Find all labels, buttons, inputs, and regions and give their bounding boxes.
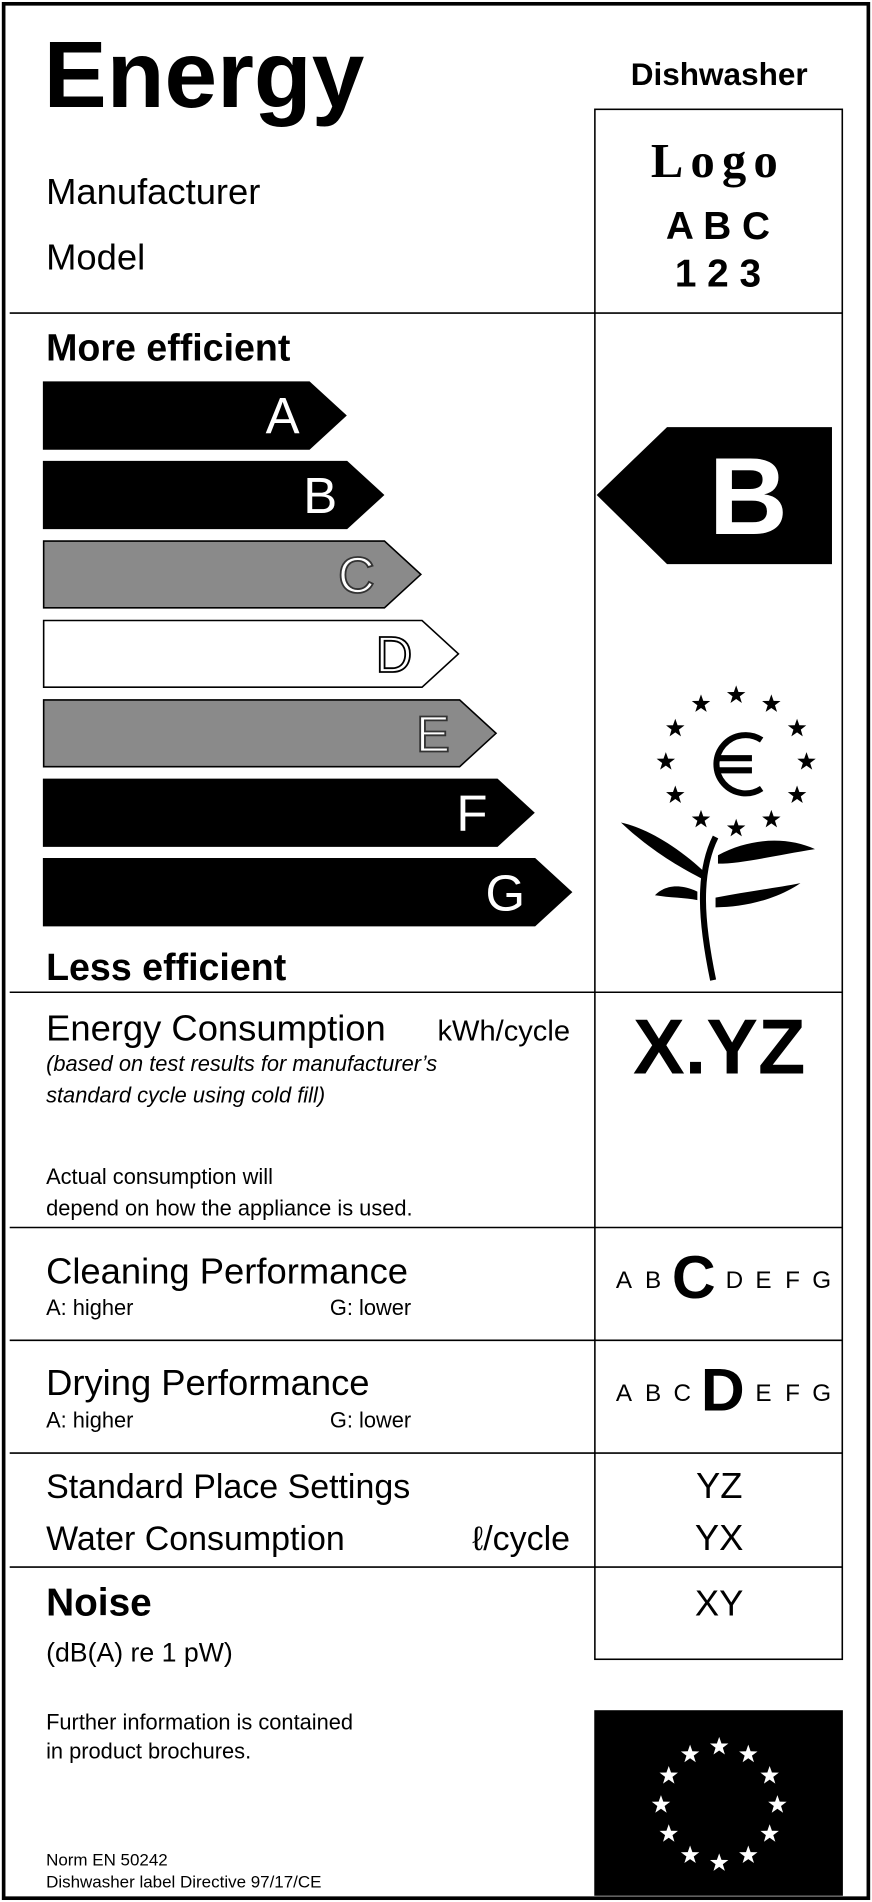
cleaning-scale-letter: E — [755, 1267, 771, 1294]
drying-scale-letter: B — [645, 1380, 661, 1407]
footer-info: Further information is contained — [46, 1710, 353, 1735]
noise-label: Noise — [46, 1582, 152, 1625]
place-settings-value: YZ — [696, 1465, 742, 1506]
logo: Logo — [651, 135, 785, 188]
drying-low: G: lower — [330, 1408, 411, 1433]
water-value: YX — [695, 1517, 744, 1558]
energy-label-text: Energy Consumption — [46, 1008, 386, 1049]
energy-label: Energy Dishwasher Manufacturer Model Log… — [0, 0, 872, 1902]
energy-value: X.YZ — [633, 1004, 806, 1090]
logo-letters: A B C — [666, 205, 770, 248]
water-label: Water Consumption — [46, 1520, 345, 1558]
energy-remark: Actual consumption will — [46, 1164, 273, 1189]
energy-remark: depend on how the appliance is used. — [46, 1195, 413, 1220]
place-settings-label: Standard Place Settings — [46, 1468, 410, 1506]
drying-label: Drying Performance — [46, 1362, 369, 1403]
drying-scale-letter: D — [701, 1356, 745, 1424]
drying-scale-letter: G — [812, 1380, 831, 1407]
efficiency-class: G — [486, 864, 526, 921]
more-efficient: More efficient — [46, 326, 291, 368]
drying-scale-letter: C — [673, 1380, 691, 1407]
efficiency-class: E — [416, 705, 450, 762]
efficiency-arrow — [44, 382, 346, 449]
rating-letter: B — [709, 436, 788, 558]
efficiency-class: D — [376, 626, 413, 683]
directive: Dishwasher label Directive 97/17/CE — [46, 1872, 321, 1891]
drying-scale-letter: E — [755, 1380, 771, 1407]
appliance: Dishwasher — [631, 56, 808, 92]
cleaning-scale-letter: B — [645, 1267, 661, 1294]
model: Model — [46, 236, 145, 277]
energy-note: standard cycle using cold fill) — [46, 1083, 325, 1108]
cleaning-scale-letter: D — [726, 1267, 744, 1294]
efficiency-class: A — [266, 388, 300, 445]
cleaning-high: A: higher — [46, 1295, 133, 1320]
drying-scale-letter: F — [785, 1380, 800, 1407]
drying-scale-letter: A — [616, 1380, 633, 1407]
efficiency-class: F — [456, 785, 487, 842]
cleaning-scale-letter: A — [616, 1267, 633, 1294]
cleaning-scale-letter: F — [785, 1267, 800, 1294]
manufacturer: Manufacturer — [46, 171, 260, 212]
energy-note: (based on test results for manufacturer’… — [46, 1051, 437, 1076]
logo-numbers: 1 2 3 — [675, 252, 761, 295]
cleaning-low: G: lower — [330, 1295, 411, 1320]
less-efficient: Less efficient — [46, 946, 287, 988]
water-unit: ℓ/cycle — [472, 1520, 570, 1558]
footer-info: in product brochures. — [46, 1739, 251, 1764]
eu-flag — [594, 1710, 843, 1896]
efficiency-class: B — [303, 467, 337, 524]
norm: Norm EN 50242 — [46, 1850, 168, 1869]
cleaning-scale-letter: G — [812, 1267, 831, 1294]
drying-high: A: higher — [46, 1408, 133, 1433]
cleaning-scale-letter: C — [672, 1243, 716, 1311]
title: Energy — [44, 22, 365, 128]
energy-unit: kWh/cycle — [437, 1016, 570, 1048]
efficiency-class: C — [338, 547, 375, 604]
noise-unit: (dB(A) re 1 pW) — [46, 1638, 233, 1668]
noise-value: XY — [695, 1583, 744, 1624]
cleaning-label: Cleaning Performance — [46, 1250, 408, 1291]
